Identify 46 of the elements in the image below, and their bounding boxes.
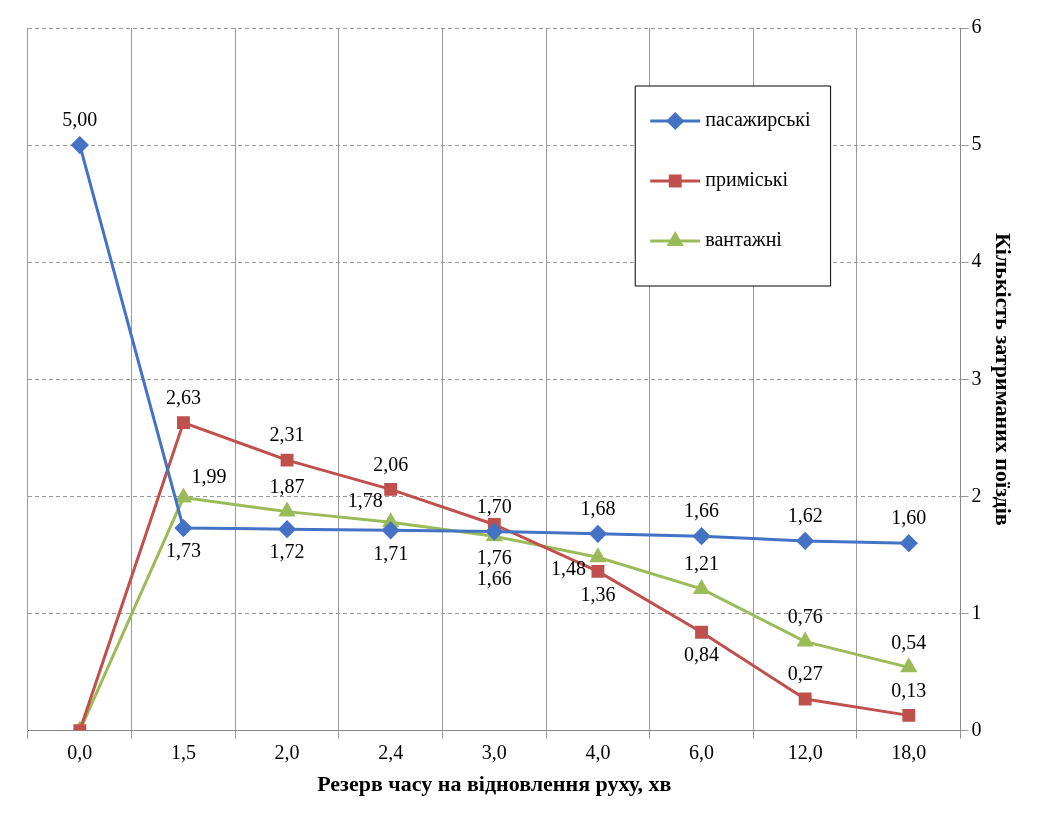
x-tick-label: 4,0 (585, 740, 611, 763)
data-label: 1,21 (684, 552, 720, 575)
data-label: 2,06 (373, 452, 409, 475)
data-label: 1,72 (269, 540, 305, 563)
data-label: 0,84 (684, 643, 720, 666)
data-label: 0,76 (787, 604, 823, 627)
data-label: 0,54 (891, 630, 927, 653)
y-tick-label: 0 (971, 717, 982, 740)
data-label: 2,63 (165, 385, 201, 408)
x-tick-label: 2,4 (378, 740, 404, 763)
y-tick-label: 6 (971, 15, 982, 38)
y-tick-label: 1 (971, 600, 982, 623)
data-label: 1,71 (373, 541, 409, 564)
data-label: 5,00 (62, 108, 98, 131)
x-tick-label: 12,0 (787, 740, 823, 763)
data-label: 1,60 (891, 506, 927, 529)
x-tick-label: 6,0 (689, 740, 715, 763)
x-tick-label: 0,0 (67, 740, 93, 763)
data-label: 0,13 (891, 678, 927, 701)
y-tick-label: 3 (971, 366, 982, 389)
data-label: 1,68 (580, 497, 616, 520)
legend-label: пасажирські (705, 108, 812, 132)
legend-label: приміські (705, 168, 789, 192)
data-label: 1,48 (550, 556, 586, 579)
x-tick-label: 1,5 (170, 740, 196, 763)
data-label: 1,66 (684, 499, 720, 522)
x-tick-label: 18,0 (891, 740, 927, 763)
x-tick-label: 2,0 (274, 740, 300, 763)
data-label: 1,76 (476, 545, 512, 568)
legend-label: вантажні (705, 228, 783, 251)
y-tick-label: 5 (971, 132, 982, 155)
data-label: 1,62 (787, 504, 823, 527)
data-label: 1,78 (347, 489, 383, 512)
y-tick-label: 4 (971, 249, 982, 272)
data-label: 1,36 (580, 582, 616, 605)
data-label: 1,66 (476, 567, 512, 590)
data-label: 2,31 (269, 423, 305, 446)
x-axis-title: Резерв часу на відновлення руху, хв (317, 771, 672, 797)
y-tick-label: 2 (971, 483, 982, 506)
data-label: 1,73 (165, 539, 201, 562)
data-label: 0,27 (787, 662, 823, 685)
data-label: 1,87 (269, 474, 305, 497)
x-tick-label: 3,0 (481, 740, 507, 763)
y-axis-title: Кількість затриманих поїздів (991, 232, 1017, 526)
data-label: 1,99 (191, 464, 227, 487)
data-label: 1,70 (476, 494, 512, 517)
